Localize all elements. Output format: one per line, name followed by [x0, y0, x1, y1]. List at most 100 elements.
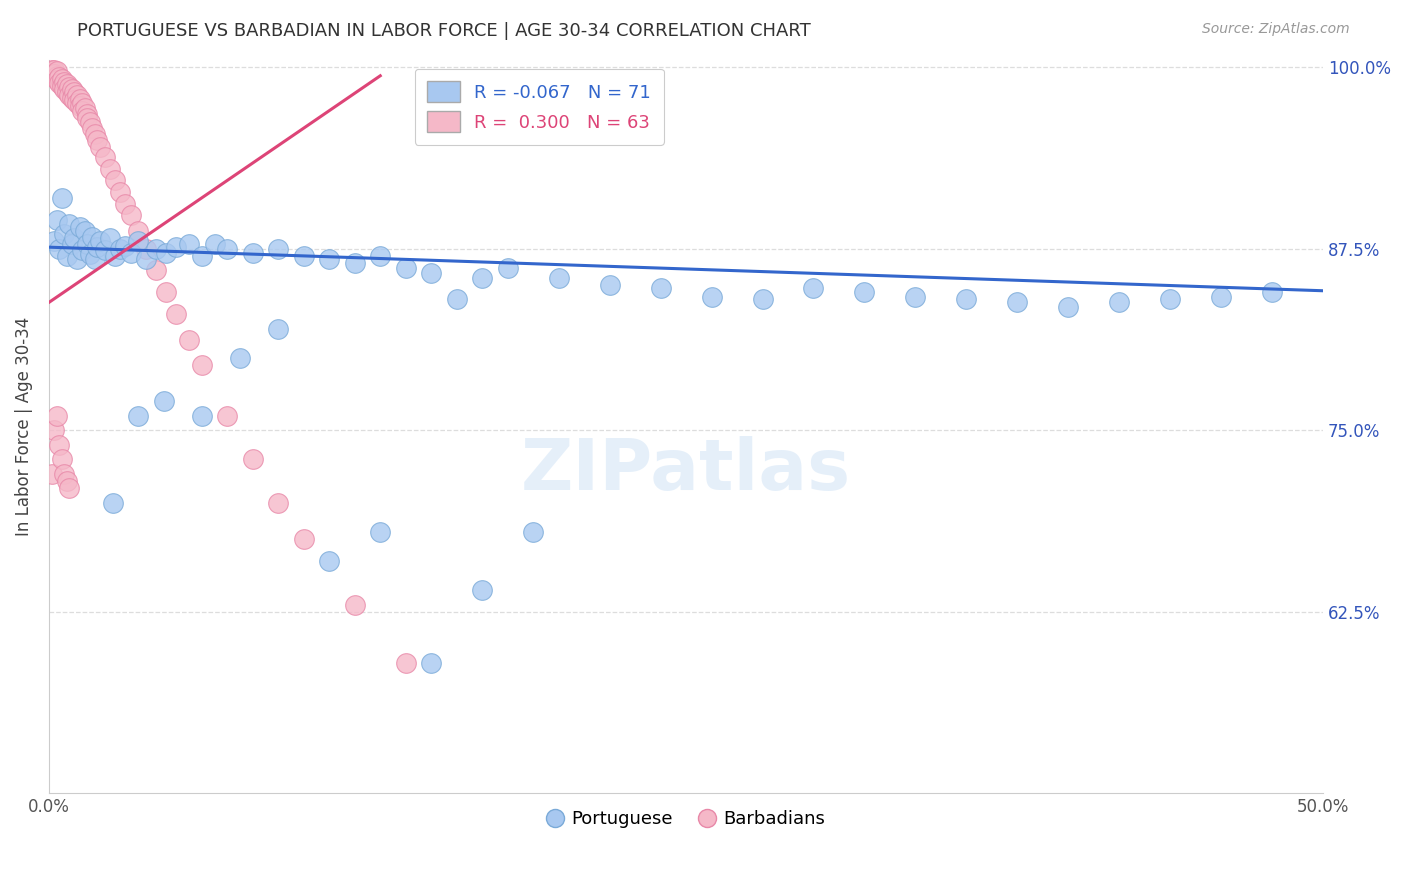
Point	[1261, 285, 1284, 300]
Point	[70, 96, 93, 111]
Point	[73, 224, 96, 238]
Point	[73, 101, 96, 115]
Point	[343, 598, 366, 612]
Point	[41, 69, 63, 83]
Point	[56, 78, 79, 92]
Point	[1057, 300, 1080, 314]
Point	[53, 82, 76, 96]
Point	[60, 90, 83, 104]
Point	[58, 217, 80, 231]
Point	[89, 140, 111, 154]
Point	[79, 115, 101, 129]
Point	[60, 82, 83, 96]
Point	[152, 394, 174, 409]
Point	[803, 281, 825, 295]
Point	[98, 231, 121, 245]
Point	[179, 333, 201, 347]
Point	[56, 474, 79, 488]
Point	[41, 66, 63, 80]
Point	[110, 242, 132, 256]
Point	[66, 96, 89, 111]
Y-axis label: In Labor Force | Age 30-34: In Labor Force | Age 30-34	[15, 317, 32, 536]
Point	[69, 99, 91, 113]
Point	[179, 237, 201, 252]
Point	[110, 185, 132, 199]
Point	[70, 243, 93, 257]
Point	[58, 80, 80, 95]
Point	[114, 196, 136, 211]
Point	[82, 121, 104, 136]
Point	[267, 496, 290, 510]
Point	[191, 409, 214, 423]
Point	[42, 423, 65, 437]
Point	[155, 285, 177, 300]
Point	[420, 656, 443, 670]
Point	[69, 92, 91, 106]
Point	[700, 289, 723, 303]
Point	[853, 285, 876, 300]
Point	[446, 293, 468, 307]
Point	[53, 467, 76, 481]
Point	[650, 281, 672, 295]
Point	[496, 260, 519, 275]
Point	[471, 270, 494, 285]
Point	[63, 85, 86, 99]
Point	[145, 263, 167, 277]
Point	[42, 67, 65, 81]
Point	[45, 73, 67, 87]
Point	[547, 270, 569, 285]
Point	[120, 208, 142, 222]
Point	[135, 242, 157, 256]
Point	[217, 409, 239, 423]
Point	[89, 235, 111, 249]
Point	[104, 173, 127, 187]
Point	[51, 71, 73, 86]
Point	[120, 246, 142, 260]
Point	[69, 219, 91, 234]
Point	[368, 249, 391, 263]
Point	[368, 524, 391, 539]
Point	[165, 307, 187, 321]
Point	[1108, 295, 1130, 310]
Point	[53, 227, 76, 241]
Point	[1211, 289, 1233, 303]
Point	[63, 231, 86, 245]
Point	[51, 452, 73, 467]
Point	[42, 62, 65, 77]
Point	[191, 358, 214, 372]
Point	[76, 237, 98, 252]
Point	[82, 230, 104, 244]
Point	[58, 87, 80, 102]
Legend: Portuguese, Barbadians: Portuguese, Barbadians	[540, 803, 832, 836]
Point	[86, 240, 108, 254]
Point	[79, 247, 101, 261]
Point	[145, 242, 167, 256]
Point	[104, 249, 127, 263]
Point	[267, 321, 290, 335]
Point	[98, 161, 121, 176]
Point	[318, 252, 340, 266]
Point	[292, 532, 315, 546]
Point	[45, 409, 67, 423]
Point	[204, 237, 226, 252]
Point	[41, 467, 63, 481]
Point	[471, 582, 494, 597]
Point	[51, 191, 73, 205]
Point	[53, 74, 76, 88]
Point	[165, 240, 187, 254]
Point	[94, 150, 117, 164]
Point	[599, 277, 621, 292]
Point	[63, 94, 86, 108]
Point	[76, 111, 98, 125]
Point	[955, 293, 977, 307]
Point	[229, 351, 252, 365]
Text: ZIPatlas: ZIPatlas	[522, 436, 851, 505]
Point	[101, 496, 124, 510]
Point	[751, 293, 773, 307]
Point	[135, 252, 157, 266]
Point	[242, 452, 264, 467]
Point	[45, 212, 67, 227]
Point	[114, 238, 136, 252]
Point	[522, 524, 544, 539]
Point	[56, 249, 79, 263]
